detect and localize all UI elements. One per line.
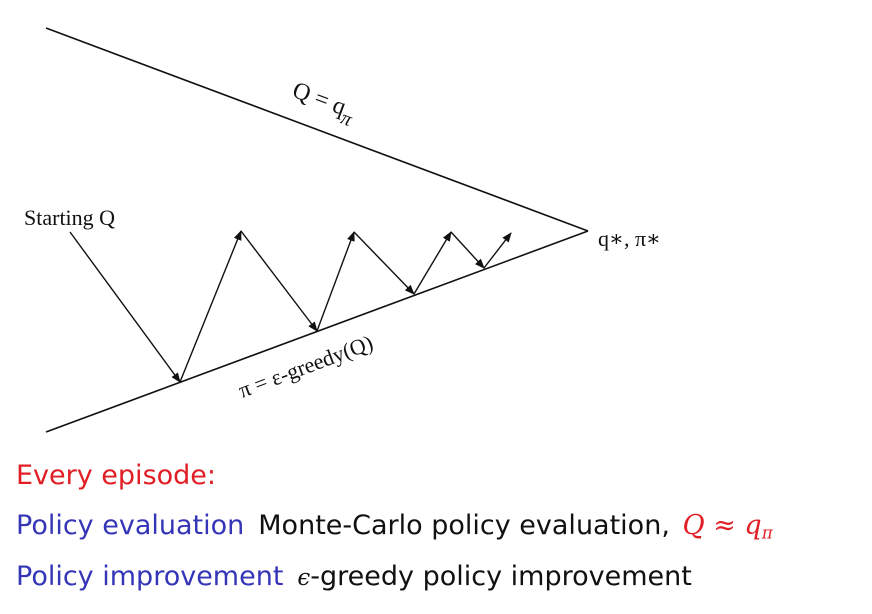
convergence-diagram: Starting Q Q = qπ π = ε-greedy(Q) q∗, π∗ — [24, 27, 661, 433]
policy-evaluation-description: Monte-Carlo policy evaluation, — [258, 510, 670, 541]
endpoint-label: q∗, π∗ — [598, 226, 661, 251]
arrow-start — [69, 231, 181, 383]
iteration-arrows — [69, 230, 512, 383]
policy-improvement-description: ϵ-greedy policy improvement — [297, 561, 691, 592]
policy-evaluation-line: Policy evaluation Monte-Carlo policy eval… — [16, 512, 773, 541]
lower-boundary-line — [45, 230, 589, 433]
arrow-up-2 — [316, 231, 355, 332]
arrow-up-3 — [413, 231, 452, 295]
upper-boundary-line — [45, 27, 589, 232]
policy-evaluation-term: Policy evaluation — [16, 510, 245, 541]
arrow-down-1 — [240, 230, 318, 332]
lower-line-label: π = ε-greedy(Q) — [235, 330, 376, 403]
starting-q-label: Starting Q — [24, 205, 115, 230]
improvement-text: -greedy policy improvement — [310, 561, 692, 592]
epsilon-symbol: ϵ — [297, 565, 311, 591]
q-pi-subscript: π — [761, 522, 773, 543]
every-episode-heading: Every episode: — [16, 460, 216, 491]
arrow-down-3 — [450, 231, 485, 269]
policy-evaluation-math: Q ≈ qπ — [683, 510, 773, 541]
arrow-up-4 — [483, 232, 512, 269]
policy-improvement-line: Policy improvement ϵ-greedy policy improv… — [16, 563, 692, 590]
arrow-up-1 — [179, 230, 242, 383]
upper-line-label: Q = qπ — [286, 77, 359, 131]
q-approx-expression: Q ≈ q — [682, 510, 762, 541]
arrow-down-2 — [353, 231, 415, 295]
policy-improvement-term: Policy improvement — [16, 561, 284, 592]
